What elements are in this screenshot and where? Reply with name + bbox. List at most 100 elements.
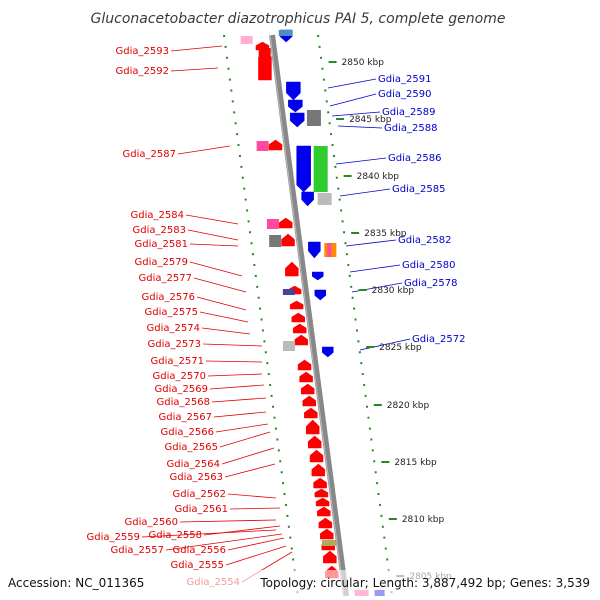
label-connector (170, 67, 219, 72)
reverse-gene-arrow (313, 477, 327, 489)
label-connector (339, 188, 391, 197)
reverse-gene-arrow (311, 463, 326, 477)
right-gene-labels: Gdia_2591 Gdia_2590 Gdia_2589 Gdia_2588 Gdia… (378, 74, 465, 345)
label-connector (329, 93, 377, 107)
backbone-highlight (269, 34, 345, 597)
gene-label-left: Gdia_2555 (171, 560, 224, 571)
label-connector (215, 423, 269, 433)
gene-label-left: Gdia_2579 (135, 257, 188, 268)
gene-label-left: Gdia_2577 (139, 273, 192, 284)
reverse-gene-arrow (299, 371, 313, 383)
gene-label-right: Gdia_2588 (384, 123, 437, 134)
label-connector (205, 360, 263, 363)
gene-label-left: Gdia_2558 (149, 530, 202, 541)
rna-gene-box (306, 110, 321, 126)
tick-label: 2850 kbp (342, 58, 385, 68)
gene-label-left: Gdia_2573 (148, 339, 201, 350)
gene-label-left: Gdia_2566 (161, 427, 214, 438)
gene-features (240, 29, 385, 596)
label-connector (213, 411, 267, 418)
kbp-ticks: 2850 kbp 2845 kbp 2840 kbp 2835 kbp 2830 kbp… (328, 58, 452, 582)
label-connector (345, 239, 397, 247)
label-connector (224, 463, 276, 478)
gene-label-right: Gdia_2572 (412, 334, 465, 345)
label-connector (331, 111, 381, 117)
accession-text: Accession: NC_011365 (8, 576, 144, 590)
label-connector (179, 519, 277, 523)
label-connector (189, 261, 243, 277)
reverse-gene-arrow (258, 48, 271, 78)
gene-label-left: Gdia_2561 (175, 504, 228, 515)
misc-feature-box (322, 540, 337, 546)
label-connector (227, 493, 277, 499)
gene-label-left: Gdia_2574 (147, 323, 200, 334)
gene-label-right: Gdia_2582 (398, 235, 451, 246)
label-connector (185, 214, 239, 225)
rna-gene-box (269, 235, 282, 247)
tick-label: 2820 kbp (387, 401, 430, 411)
forward-gene-arrow (314, 289, 327, 301)
left-gene-labels: Gdia_2593 Gdia_2592 Gdia_2587 Gdia_2584 Gdia… (87, 46, 240, 588)
label-connector (189, 243, 239, 247)
label-connector (349, 264, 401, 273)
reverse-gene-arrow (300, 383, 315, 395)
gene-label-left: Gdia_2567 (159, 412, 212, 423)
tick-label: 2830 kbp (372, 286, 415, 296)
gene-label-right: Gdia_2585 (392, 184, 445, 195)
pseudogene-box (256, 141, 269, 151)
gene-label-right: Gdia_2590 (378, 89, 431, 100)
gene-label-left: Gdia_2587 (123, 149, 176, 160)
reverse-gene-arrow (268, 139, 283, 151)
label-connector (165, 533, 283, 551)
label-connector (227, 537, 285, 551)
reverse-gene-arrow (307, 435, 322, 449)
tick-label: 2815 kbp (394, 458, 437, 468)
gene-label-left: Gdia_2571 (151, 356, 204, 367)
tick-label: 2835 kbp (364, 229, 407, 239)
forward-gene-arrow (301, 191, 314, 207)
gene-label-right: Gdia_2591 (378, 74, 431, 85)
label-connector (187, 229, 239, 241)
reverse-gene-arrow (320, 528, 334, 540)
gene-label-left: Gdia_2581 (135, 239, 188, 250)
label-connector (225, 545, 287, 566)
label-connector (219, 431, 271, 448)
label-connector (141, 529, 277, 538)
label-connector (202, 343, 263, 347)
tick-label: 2825 kbp (379, 343, 422, 353)
gene-label-left: Gdia_2556 (173, 545, 226, 556)
gene-label-left: Gdia_2568 (157, 397, 210, 408)
gene-label-left: Gdia_2592 (116, 66, 169, 77)
gene-label-left: Gdia_2565 (165, 442, 218, 453)
label-connector (170, 45, 223, 52)
forward-gene-arrow (296, 145, 311, 193)
forward-gene-arrow (322, 346, 334, 358)
forward-gene-arrow (286, 81, 301, 101)
gene-label-left: Gdia_2569 (155, 384, 208, 395)
gene-label-left: Gdia_2584 (131, 210, 184, 221)
label-connector (201, 327, 251, 335)
rna-gene-box (317, 193, 332, 205)
gene-label-left: Gdia_2557 (111, 545, 164, 556)
reverse-gene-arrow (294, 334, 308, 346)
reverse-gene-arrow (314, 488, 329, 498)
reverse-gene-arrow (297, 359, 312, 371)
gene-label-left: Gdia_2562 (173, 489, 226, 500)
reverse-gene-arrow (302, 395, 317, 407)
reverse-gene-arrow (315, 497, 330, 507)
reverse-gene-arrow (309, 449, 324, 463)
tick-label: 2810 kbp (402, 515, 445, 525)
reverse-gene-arrow (305, 419, 320, 435)
forward-gene-arrow (278, 30, 293, 36)
label-connector (193, 277, 247, 293)
topology-text: Topology: circular; Length: 3,887,492 bp… (259, 576, 590, 590)
forward-gene-arrow (288, 99, 303, 113)
label-connector (359, 338, 411, 351)
label-connector (221, 447, 275, 465)
footer-background (0, 570, 600, 600)
tick-label: 2845 kbp (349, 115, 392, 125)
label-connector (177, 145, 231, 155)
tick-label: 2840 kbp (357, 172, 400, 182)
reverse-gene-arrow (292, 323, 307, 334)
